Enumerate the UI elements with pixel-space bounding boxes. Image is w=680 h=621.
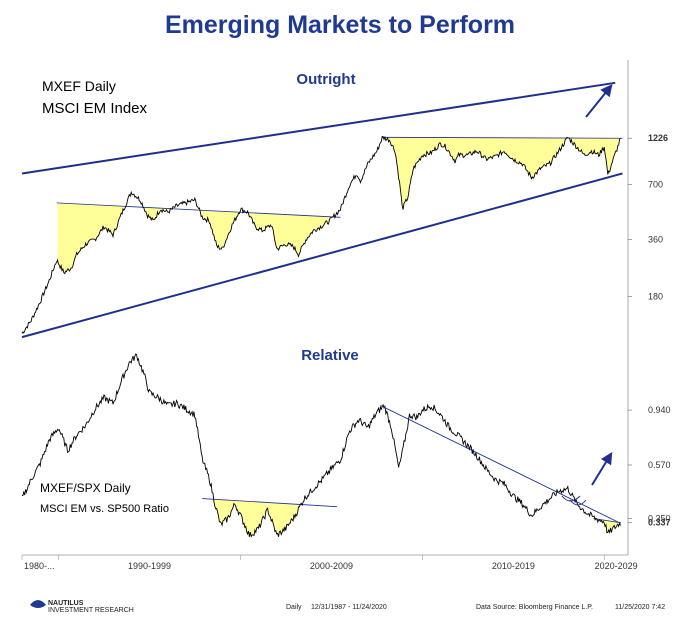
relative-lines xyxy=(22,353,621,538)
outright-base-line-1 xyxy=(382,136,623,139)
outright-breakout-arrow xyxy=(585,84,613,118)
outright-ytick-label-0: 1226 xyxy=(648,133,668,143)
footer-frequency: Daily xyxy=(286,604,302,611)
outright-ytick-label-2: 360 xyxy=(648,234,663,244)
outright-lines xyxy=(21,81,623,339)
outright-ytick-label-3: 180 xyxy=(648,292,663,302)
chart-title: Emerging Markets to Perform xyxy=(165,11,515,39)
relative-ytick-label-2: 0.350 xyxy=(648,514,671,524)
outright-channel-lower xyxy=(21,172,623,339)
x-tick-label-0: 1980-... xyxy=(24,561,55,571)
outright-label-2: MSCI EM Index xyxy=(42,100,148,117)
footer-date-range: 12/31/1987 - 11/24/2020 xyxy=(311,604,387,611)
outright-panel-title: Outright xyxy=(296,71,355,88)
outright-base-fills xyxy=(56,136,623,274)
panel-outright: Outright MXEF Daily MSCI EM Index 1226 70… xyxy=(21,71,668,339)
footer-timestamp: 11/25/2020 7:42 xyxy=(615,604,665,611)
relative-label-2: MSCI EM vs. SP500 Ratio xyxy=(40,503,169,515)
outright-base-fill-1 xyxy=(383,137,621,210)
relative-breakout-arrow xyxy=(591,451,613,486)
logo-text: NAUTILUS xyxy=(48,600,84,607)
relative-base-fill-0 xyxy=(203,498,337,537)
relative-label-1: MXEF/SPX Daily xyxy=(40,481,131,495)
footer-source: Data Source: Bloomberg Finance L.P. xyxy=(476,604,593,611)
nautilus-logo-icon xyxy=(30,600,46,608)
relative-ytick-label-0: 0.940 xyxy=(648,405,671,415)
outright-y-ticks: 1226 700 360 180 xyxy=(628,133,668,302)
relative-panel-title: Relative xyxy=(301,347,359,364)
x-tick-label-3: 2010-2019 xyxy=(492,561,535,571)
relative-ytick-label-1: 0.570 xyxy=(648,460,671,470)
panel-relative: Relative MXEF/SPX Daily MSCI EM vs. SP50… xyxy=(22,347,671,538)
relative-base-line-1 xyxy=(593,518,621,524)
outright-channel-upper xyxy=(21,81,616,175)
relative-base-bracket xyxy=(561,495,587,506)
outright-label-1: MXEF Daily xyxy=(42,78,116,94)
outright-ytick-label-1: 700 xyxy=(648,179,663,189)
outright-base-fill-0 xyxy=(57,202,341,274)
relative-price-line xyxy=(22,353,621,538)
x-tick-label-2: 2000-2009 xyxy=(310,561,353,571)
relative-trendline xyxy=(380,405,621,524)
relative-base-line-0 xyxy=(202,498,337,508)
x-axis-ticks: 1980-... 1990-1999 2000-2009 2010-2019 2020-… xyxy=(21,555,638,571)
relative-base-fill-1 xyxy=(594,518,621,533)
x-tick-label-1: 1990-1999 xyxy=(128,561,171,571)
relative-ytick-label-3: 0.337 xyxy=(648,518,671,528)
outright-price-line xyxy=(21,135,621,334)
outright-base-line-0 xyxy=(56,202,341,218)
logo-subtext: INVESTMENT RESEARCH xyxy=(48,607,134,614)
x-tick-label-4: 2020-2029 xyxy=(595,561,638,571)
nautilus-logo: NAUTILUS INVESTMENT RESEARCH xyxy=(30,600,134,614)
footer: NAUTILUS INVESTMENT RESEARCH Daily 12/31… xyxy=(30,600,665,614)
